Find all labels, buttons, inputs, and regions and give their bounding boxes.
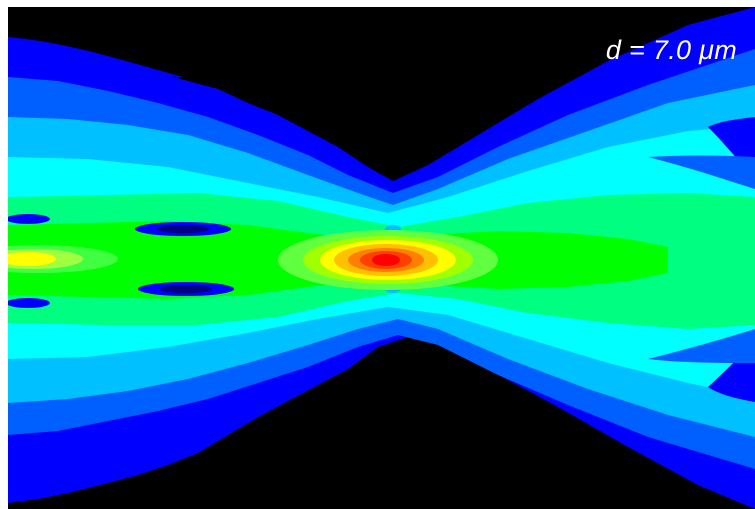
central-focal-spot [278,230,498,290]
left-focal-spot [8,245,118,273]
cone-side-lobes [648,117,755,402]
intensity-contour-plot [8,7,755,509]
distance-label: d = 7.0 μm [605,35,737,65]
field-intensity-map: d = 7.0 μm [8,7,755,509]
